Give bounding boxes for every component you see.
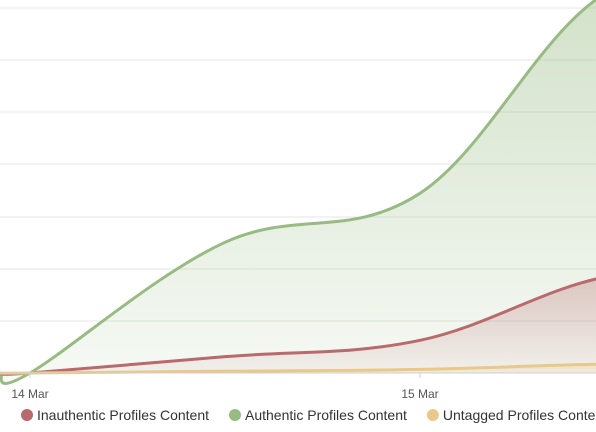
- legend-label: Authentic Profiles Content: [245, 407, 407, 423]
- legend-swatch: [426, 409, 439, 421]
- legend-label: Inauthentic Profiles Content: [37, 407, 209, 423]
- legend-swatch: [229, 409, 241, 421]
- series-lines: [0, 0, 596, 385]
- legend-item-authentic-profiles-content[interactable]: Authentic Profiles Content: [229, 407, 407, 423]
- line-untagged-profiles-content: [0, 362, 596, 375]
- series-areas: [0, 0, 596, 384]
- legend-item-untagged-profiles-content[interactable]: Untagged Profiles Content: [426, 407, 596, 423]
- x-tick-label: 15 Mar: [401, 387, 438, 401]
- legend: Inauthentic Profiles Content Authentic Pr…: [21, 407, 596, 423]
- legend-label: Untagged Profiles Content: [443, 407, 596, 423]
- legend-item-inauthentic-profiles-content[interactable]: Inauthentic Profiles Content: [21, 407, 209, 423]
- line-inauthentic-profiles-content: [0, 277, 596, 376]
- line-authentic-profiles-content: [0, 0, 596, 385]
- area-inauthentic-profiles-content: [0, 278, 596, 375]
- area-untagged-profiles-content: [0, 364, 596, 374]
- x-tick-label: 14 Mar: [11, 387, 48, 401]
- legend-swatch: [21, 409, 33, 421]
